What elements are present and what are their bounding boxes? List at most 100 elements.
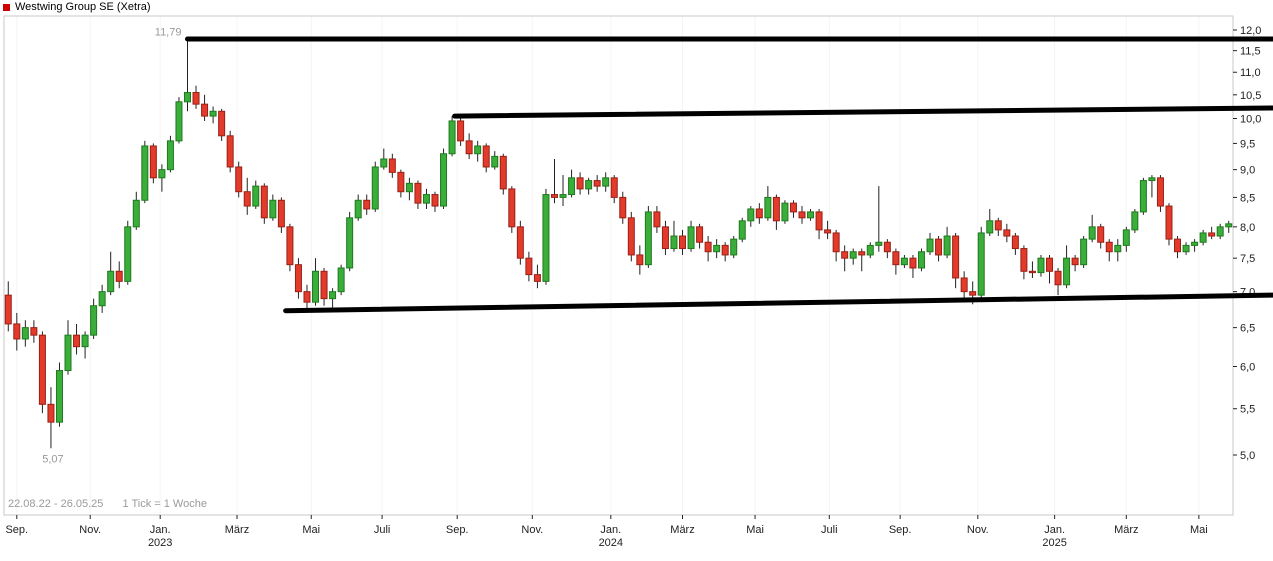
candle-up [64,334,72,372]
candle-up [1199,232,1207,243]
candle-up [269,199,277,219]
candle-down [1208,232,1216,237]
candle-down [201,103,209,117]
candle-up [1037,257,1045,274]
candle-down [1020,248,1028,272]
candle-up [849,251,857,259]
candle-down [294,264,302,293]
candle-up [98,291,106,307]
candle-up [738,220,746,240]
candle-up [1182,244,1190,253]
candle-down [1028,270,1036,274]
candle-down [30,327,38,336]
candle-down [457,120,465,142]
candle-down [1003,229,1011,237]
candle-up [422,194,430,204]
chart-legend: Westwing Group SE (Xetra) [3,1,151,13]
candle-down [619,196,627,219]
candle-down [832,232,840,253]
candle-down [1097,226,1105,243]
x-axis-label: Mai [302,524,320,536]
x-axis-label: Sep. [889,524,912,536]
trend-line-support[interactable] [283,292,1273,314]
candle-up [55,370,63,423]
trend-line-mid-resistance[interactable] [452,105,1273,119]
candle-up [448,120,456,155]
candle-down [13,323,21,340]
x-axis-label: März [1114,524,1138,536]
candle-up [346,217,354,269]
candle-up [781,202,789,222]
candle-up [1114,244,1122,253]
candle-down [841,251,849,259]
y-axis-label: 8,5 [1240,192,1255,204]
candle-down [1054,270,1062,286]
low-price-label: 5,07 [42,453,63,465]
candle-down [516,226,524,259]
candle-down [1165,205,1173,240]
candle-down [593,180,601,187]
candle-up [1080,238,1088,266]
x-axis-label: Mai [1190,524,1208,536]
candle-up [542,194,550,282]
candle-down [798,211,806,219]
candle-up [166,140,174,171]
candle-down [525,257,533,276]
candle-down [1011,235,1019,250]
candle-down [533,274,541,282]
candle-up [764,196,772,219]
x-axis-label: Jan. [150,524,171,536]
candle-up [175,101,183,142]
y-axis-label: 5,0 [1240,450,1255,462]
candle-down [661,226,669,250]
chart-footer: 22.08.22 - 26.05.25 1 Tick = 1 Woche [8,498,223,510]
candle-down [755,208,763,219]
candle-up [875,241,883,246]
candle-down [277,199,285,228]
candle-down [969,291,977,296]
candle-up [559,194,567,198]
candle-up [141,145,149,201]
y-axis-label: 8,0 [1240,222,1255,234]
candle-down [610,177,618,198]
x-axis-label: März [225,524,249,536]
y-axis-label: 5,5 [1240,404,1255,416]
candle-down [243,191,251,207]
candle-up [183,92,191,103]
candle-down [115,270,123,282]
candle-up [405,182,413,193]
candle-down [260,185,268,219]
candle-up [491,155,499,168]
date-range-label: 22.08.22 - 26.05.25 [8,498,104,510]
candle-up [354,199,362,219]
candle-down [696,226,704,243]
candle-down [4,294,12,325]
x-axis-label: Juli [374,524,391,536]
candle-down [414,182,422,204]
candle-up [158,169,166,179]
candle-down [149,145,157,179]
candle-up [943,235,951,256]
candle-down [363,199,371,210]
candle-down [636,254,644,266]
candle-down [935,238,943,256]
candle-up [900,257,908,266]
candle-down [1105,241,1113,253]
x-axis-label: Juli [821,524,838,536]
y-axis-label: 7,5 [1240,253,1255,265]
candle-down [550,194,558,198]
candle-up [1139,180,1147,213]
candle-down [994,220,1002,231]
candle-up [252,185,260,207]
candle-up [90,305,98,336]
candle-up [329,291,337,300]
x-axis-label: Nov. [79,524,101,536]
candle-up [977,232,985,296]
candle-down [721,244,729,256]
candle-down [465,140,473,155]
candle-up [21,327,29,340]
candle-down [704,241,712,253]
candle-up [670,235,678,250]
x-axis-year-label: 2023 [148,537,172,549]
